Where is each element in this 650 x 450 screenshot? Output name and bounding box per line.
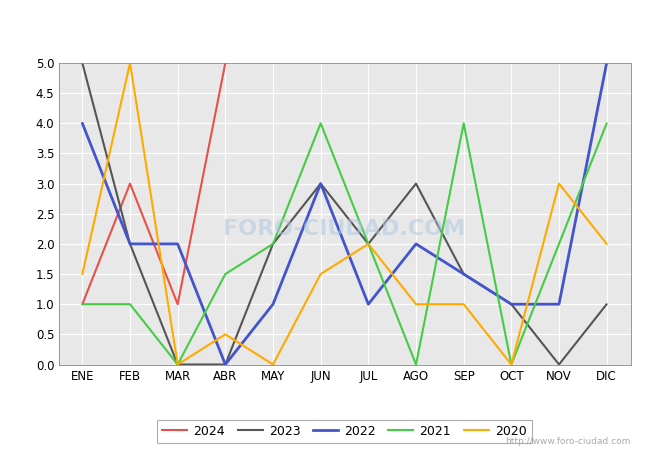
2022 — [174, 241, 181, 247]
2021 — [555, 241, 563, 247]
Line: 2023: 2023 — [83, 63, 606, 364]
2020 — [126, 60, 134, 66]
2022 — [603, 60, 610, 66]
Legend: 2024, 2023, 2022, 2021, 2020: 2024, 2023, 2022, 2021, 2020 — [157, 420, 532, 443]
2023 — [126, 241, 134, 247]
2021 — [603, 121, 610, 126]
2020 — [174, 362, 181, 367]
2020 — [222, 332, 229, 337]
2024 — [79, 302, 86, 307]
2021 — [412, 362, 420, 367]
2022 — [317, 181, 324, 186]
2023 — [555, 362, 563, 367]
2023 — [603, 302, 610, 307]
2021 — [460, 121, 467, 126]
Text: http://www.foro-ciudad.com: http://www.foro-ciudad.com — [505, 436, 630, 446]
2022 — [269, 302, 277, 307]
2020 — [603, 241, 610, 247]
2020 — [79, 271, 86, 277]
2022 — [79, 121, 86, 126]
2022 — [508, 302, 515, 307]
Text: FORO-CIUDAD.COM: FORO-CIUDAD.COM — [224, 219, 465, 239]
2022 — [412, 241, 420, 247]
2023 — [317, 181, 324, 186]
2021 — [222, 271, 229, 277]
2022 — [365, 302, 372, 307]
2020 — [460, 302, 467, 307]
2021 — [269, 241, 277, 247]
Line: 2022: 2022 — [83, 63, 606, 364]
2023 — [365, 241, 372, 247]
2020 — [412, 302, 420, 307]
2021 — [317, 121, 324, 126]
2020 — [317, 271, 324, 277]
Text: Matriculaciones de Vehiculos en Galaroza: Matriculaciones de Vehiculos en Galaroza — [138, 16, 512, 34]
2022 — [555, 302, 563, 307]
2023 — [222, 362, 229, 367]
2020 — [555, 181, 563, 186]
Line: 2024: 2024 — [83, 63, 226, 304]
2022 — [460, 271, 467, 277]
2023 — [508, 302, 515, 307]
2020 — [365, 241, 372, 247]
2024 — [126, 181, 134, 186]
2022 — [222, 362, 229, 367]
2023 — [412, 181, 420, 186]
2020 — [508, 362, 515, 367]
2022 — [126, 241, 134, 247]
2023 — [79, 60, 86, 66]
2023 — [269, 241, 277, 247]
Line: 2021: 2021 — [83, 123, 606, 364]
2024 — [174, 302, 181, 307]
Line: 2020: 2020 — [83, 63, 606, 364]
2020 — [269, 362, 277, 367]
2024 — [222, 60, 229, 66]
2021 — [174, 362, 181, 367]
2023 — [174, 362, 181, 367]
2023 — [460, 271, 467, 277]
2021 — [508, 362, 515, 367]
2021 — [79, 302, 86, 307]
2021 — [365, 241, 372, 247]
2021 — [126, 302, 134, 307]
